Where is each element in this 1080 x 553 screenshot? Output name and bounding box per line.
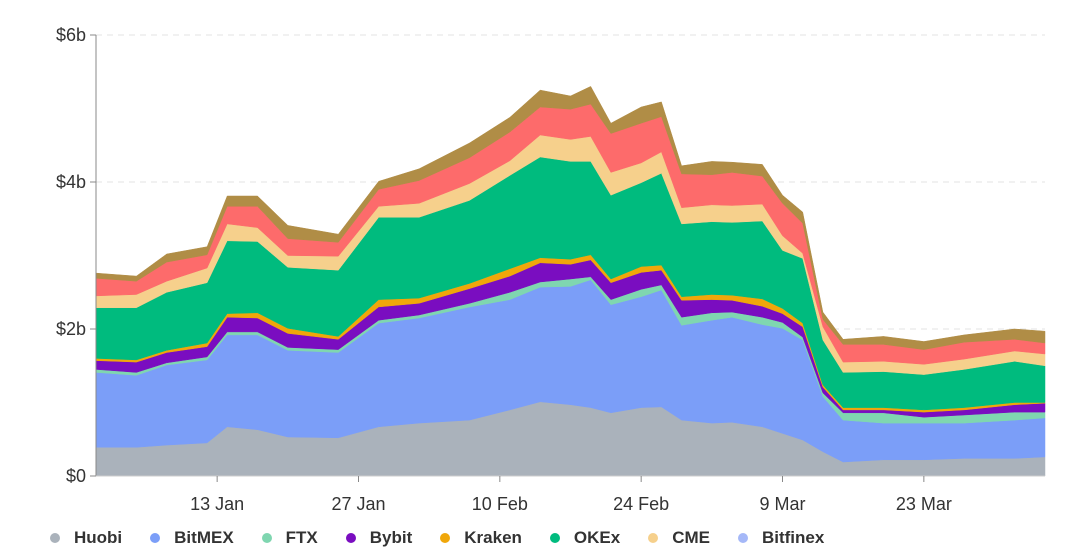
legend: Huobi BitMEX FTX Bybit Kraken OKEx CME Bitfinex	[50, 525, 852, 551]
x-tick-label: 13 Jan	[190, 494, 244, 514]
x-tick-label: 23 Mar	[896, 494, 952, 514]
x-tick-label: 10 Feb	[472, 494, 528, 514]
y-tick-label: $2b	[56, 319, 86, 339]
y-tick-label: $4b	[56, 172, 86, 192]
legend-dot-icon	[150, 533, 161, 543]
y-tick-label: $0	[66, 466, 86, 486]
legend-label: BitMEX	[174, 528, 234, 547]
legend-dot-icon	[737, 533, 748, 543]
legend-item-huobi[interactable]: Huobi	[50, 528, 122, 548]
axes: $0 $2b $4b $6b 13 Jan 27 Jan 10 Feb 24 Feb 9 Mar…	[56, 25, 1045, 514]
area-series	[95, 86, 1046, 477]
legend-item-kraken[interactable]: Kraken	[440, 528, 522, 548]
legend-label: FTX	[285, 528, 318, 547]
legend-dot-icon	[261, 533, 272, 543]
legend-dot-icon	[648, 533, 659, 543]
area-series-9	[95, 86, 1046, 350]
legend-item-okex[interactable]: OKEx	[549, 528, 621, 548]
legend-label: OKEx	[573, 528, 621, 547]
y-tick-label: $6b	[56, 25, 86, 45]
x-tick-label: 9 Mar	[760, 494, 806, 514]
legend-label: CME	[672, 528, 710, 547]
legend-dot-icon	[50, 533, 60, 543]
x-tick-label: 24 Feb	[613, 494, 669, 514]
x-tick-label: 27 Jan	[331, 494, 385, 514]
legend-label: Bybit	[369, 528, 413, 547]
legend-label: Huobi	[74, 528, 123, 547]
legend-dot-icon	[345, 533, 356, 543]
legend-dot-icon	[549, 533, 560, 543]
legend-item-bitfinex[interactable]: Bitfinex	[737, 528, 825, 548]
legend-item-ftx[interactable]: FTX	[261, 528, 318, 548]
legend-dot-icon	[440, 533, 451, 543]
legend-label: Kraken	[464, 528, 522, 547]
legend-item-bitmex[interactable]: BitMEX	[150, 528, 234, 548]
legend-item-bybit[interactable]: Bybit	[345, 528, 413, 548]
legend-item-cme[interactable]: CME	[648, 528, 710, 548]
legend-label: Bitfinex	[761, 528, 825, 547]
